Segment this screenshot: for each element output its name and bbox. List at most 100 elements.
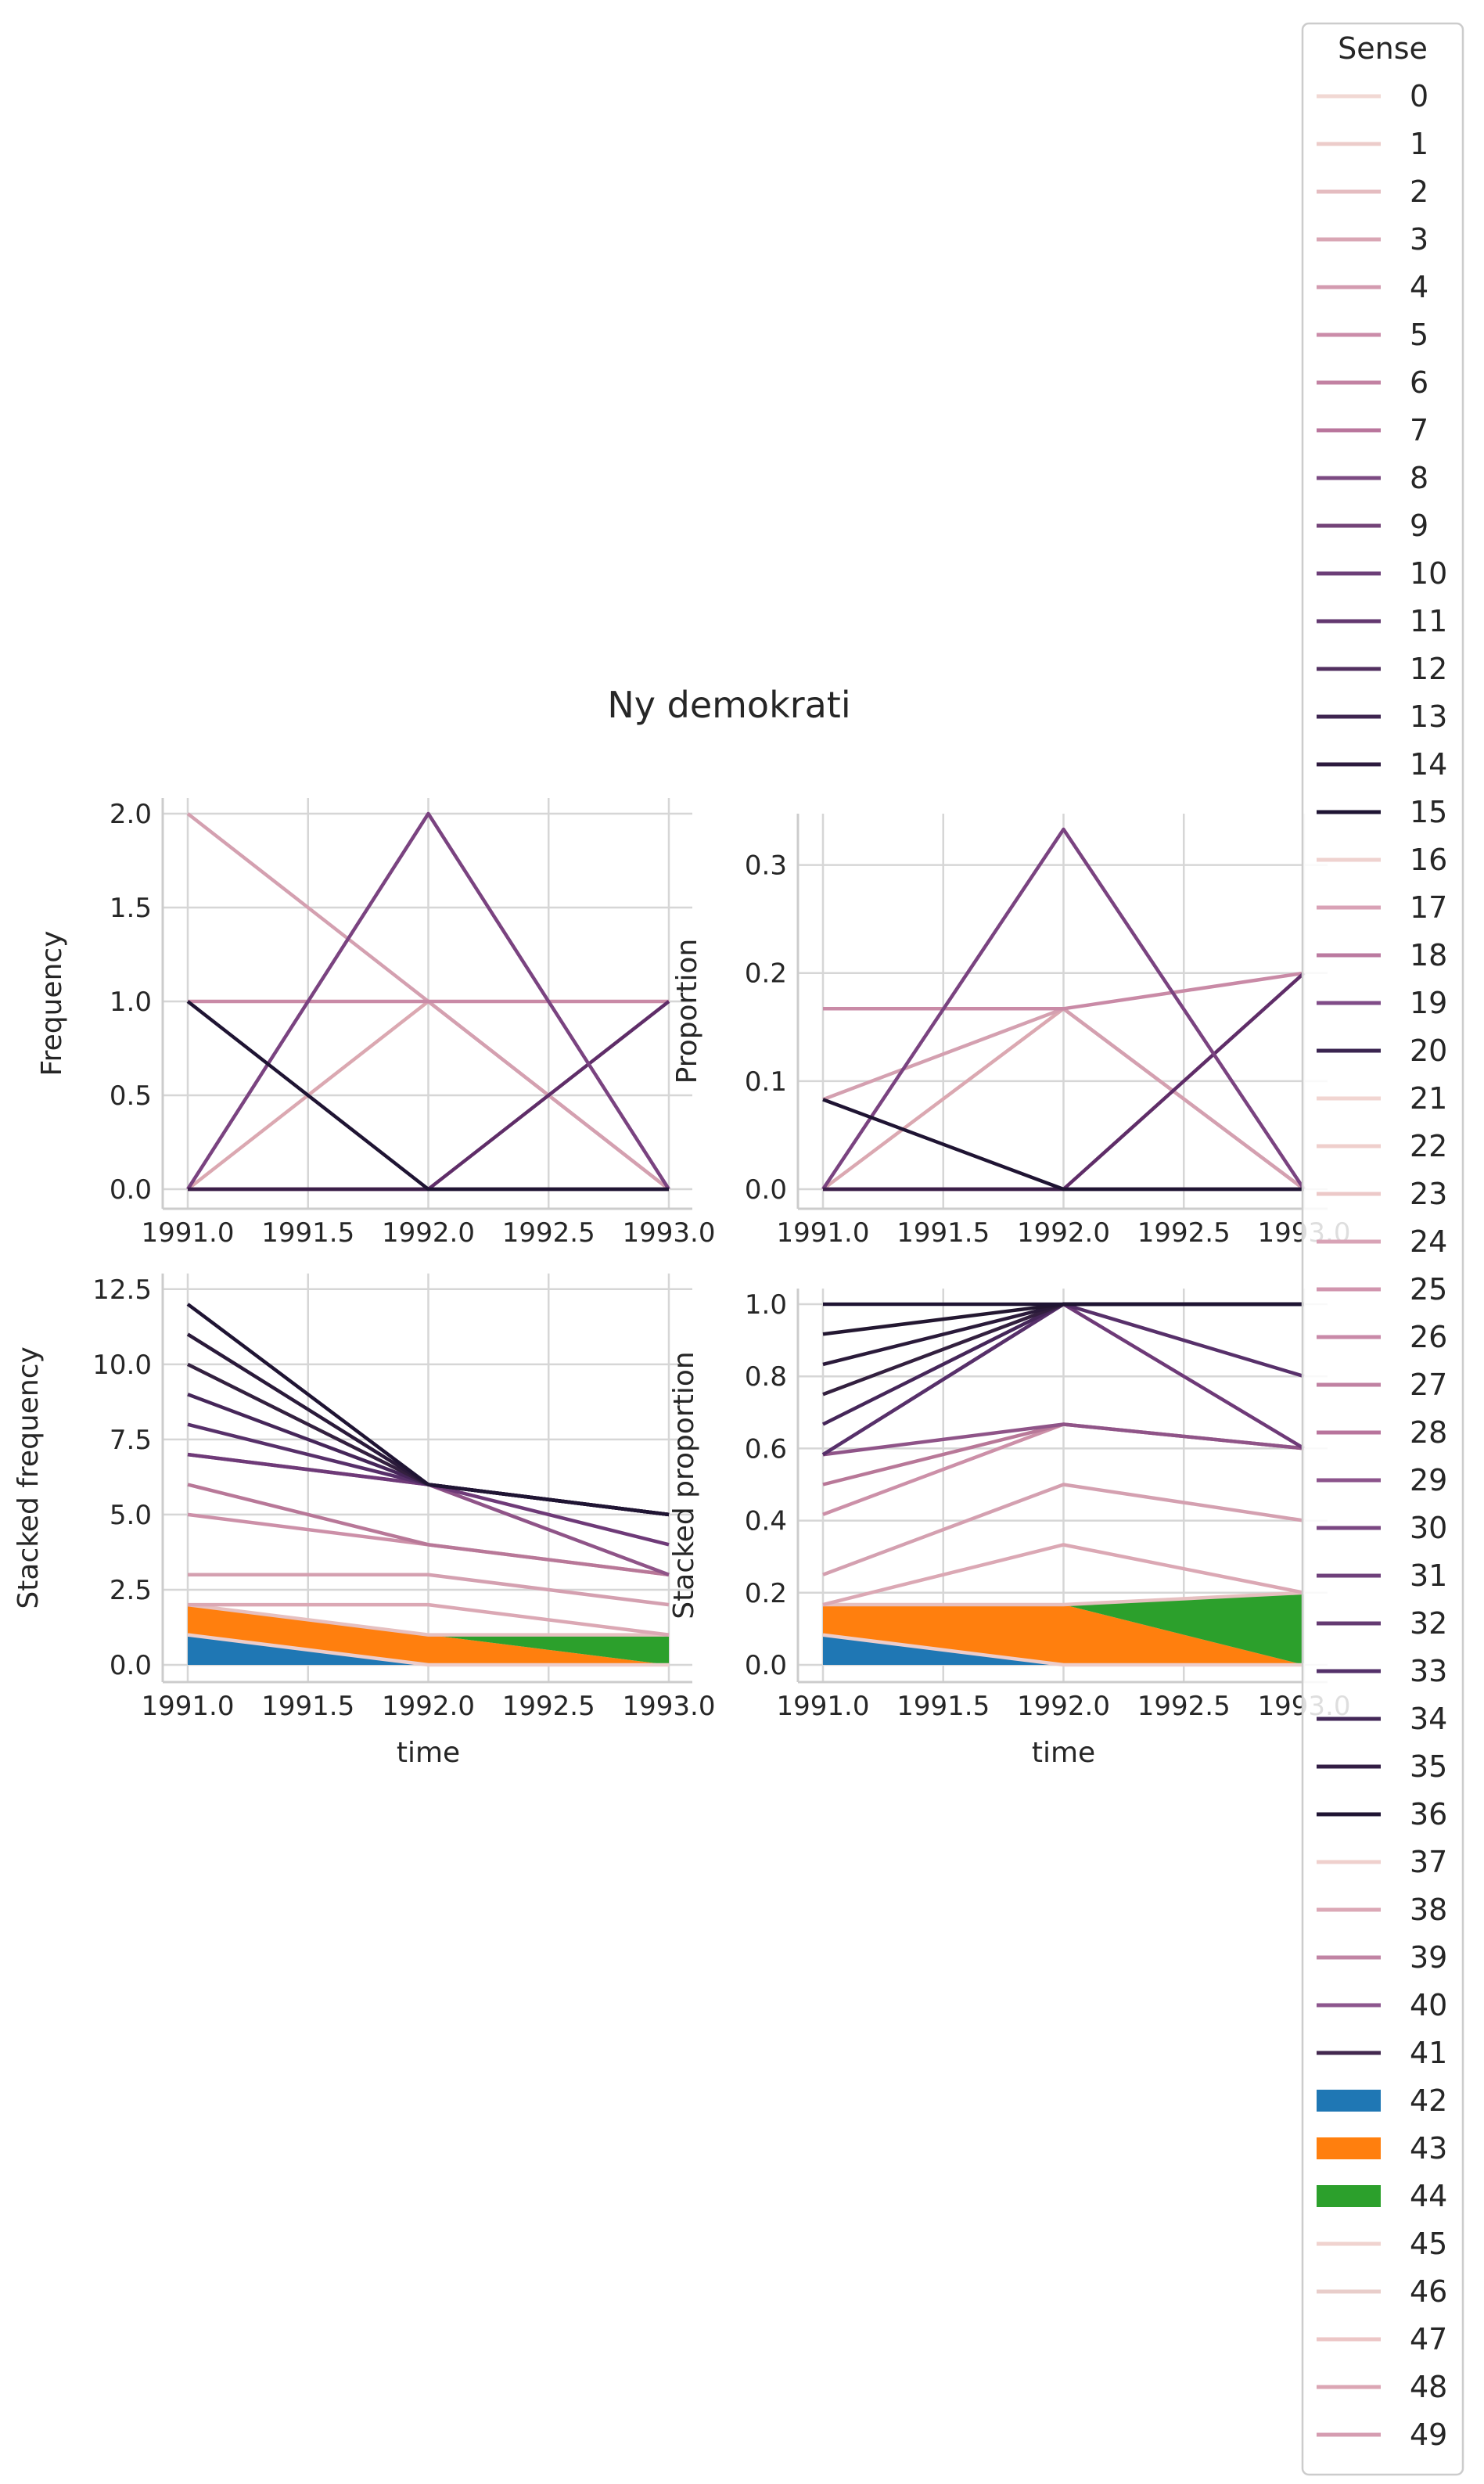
legend-label: 9: [1410, 509, 1428, 543]
y-tick-label: 0.5: [110, 1080, 152, 1112]
legend-swatch-patch: [1317, 2090, 1381, 2112]
y-tick-label: 0.0: [745, 1174, 787, 1206]
legend-label: 3: [1410, 222, 1428, 257]
legend-label: 6: [1410, 365, 1428, 400]
series-line-12: [186, 1303, 670, 1517]
y-tick-label: 0.4: [745, 1506, 787, 1537]
legend-entry-33: 33: [1317, 1654, 1447, 1688]
figure-title: Ny demokrati: [607, 684, 850, 726]
y-tick-label: 7.5: [110, 1425, 152, 1456]
y-tick-label: 1.5: [110, 893, 152, 924]
legend-entry-29: 29: [1317, 1463, 1447, 1497]
legend-label: 18: [1410, 938, 1447, 972]
legend-entry-21: 21: [1317, 1081, 1447, 1116]
legend-label: 43: [1410, 2131, 1447, 2166]
x-tick-label: 1991.0: [142, 1217, 235, 1249]
series-line-3: [823, 971, 1305, 1011]
legend-entry-46: 46: [1317, 2274, 1447, 2309]
legend-title: Sense: [1338, 31, 1428, 66]
legend-label: 23: [1410, 1177, 1447, 1211]
legend-entry-12: 12: [1317, 652, 1447, 686]
legend-label: 46: [1410, 2274, 1447, 2309]
y-tick-label: 2.5: [110, 1575, 152, 1606]
legend-label: 31: [1410, 1558, 1447, 1593]
legend-entry-36: 36: [1317, 1797, 1447, 1832]
legend-label: 45: [1410, 2227, 1447, 2261]
legend-swatch-patch: [1317, 2185, 1381, 2207]
x-tick-label: 1991.0: [777, 1217, 870, 1249]
y-tick-label: 0.0: [110, 1650, 152, 1681]
legend-label: 49: [1410, 2417, 1447, 2452]
y-tick-label: 0.6: [745, 1433, 787, 1465]
legend-entry-0: 0: [1317, 79, 1428, 113]
x-tick-label: 1992.0: [382, 1691, 475, 1722]
legend-entry-25: 25: [1317, 1272, 1447, 1307]
area-0: [823, 1634, 1304, 1665]
legend-entry-20: 20: [1317, 1034, 1447, 1068]
legend-entry-24: 24: [1317, 1224, 1447, 1259]
x-tick-label: 1993.0: [623, 1691, 716, 1722]
legend-label: 14: [1410, 747, 1447, 782]
legend-label: 33: [1410, 1654, 1447, 1688]
legend-label: 25: [1410, 1272, 1447, 1307]
legend-label: 48: [1410, 2370, 1447, 2404]
legend-entry-13: 13: [1317, 699, 1447, 734]
legend-entry-3: 3: [1317, 222, 1428, 257]
legend-label: 11: [1410, 604, 1447, 638]
area-2: [188, 1634, 669, 1665]
series-line-5: [821, 827, 1306, 1191]
y-tick-label: 0.3: [745, 850, 787, 882]
series-line-1: [823, 1591, 1305, 1607]
legend-label: 15: [1410, 795, 1447, 829]
legend-entry-14: 14: [1317, 747, 1447, 782]
x-tick-label: 1993.0: [623, 1217, 716, 1249]
legend-label: 19: [1410, 986, 1447, 1020]
legend-entry-41: 41: [1317, 2036, 1447, 2070]
legend-entry-2: 2: [1317, 174, 1428, 209]
legend-label: 22: [1410, 1129, 1447, 1163]
legend-entry-17: 17: [1317, 890, 1447, 925]
panel-top-right: 1991.01991.51992.01992.51993.00.00.10.20…: [671, 814, 1350, 1249]
legend-label: 36: [1410, 1797, 1447, 1832]
legend-entry-8: 8: [1317, 461, 1428, 495]
x-tick-label: 1992.5: [502, 1691, 595, 1722]
legend-label: 24: [1410, 1224, 1447, 1259]
panels: 1991.0 1991.5 1992.0 1992.5 1993.0 0.0 0.5 1.0 1…: [13, 798, 1350, 1769]
legend-entry-48: 48: [1317, 2370, 1447, 2404]
legend-entry-11: 11: [1317, 604, 1447, 638]
legend-label: 41: [1410, 2036, 1447, 2070]
legend-entry-31: 31: [1317, 1558, 1447, 1593]
legend-label: 16: [1410, 843, 1447, 877]
legend-label: 13: [1410, 699, 1447, 734]
panel-bottom-right: 1991.01991.51992.01992.51993.00.00.20.40…: [668, 1289, 1350, 1769]
panel-top-left: 1991.0 1991.5 1992.0 1992.5 1993.0 0.0 0.5 1.0 1…: [36, 798, 715, 1249]
legend-entry-19: 19: [1317, 986, 1447, 1020]
legend-entry-22: 22: [1317, 1129, 1447, 1163]
x-tick-label: 1992.0: [382, 1217, 475, 1249]
legend-label: 29: [1410, 1463, 1447, 1497]
series-line-6: [822, 1422, 1305, 1457]
legend-entry-15: 15: [1317, 795, 1447, 829]
series-line-3: [822, 1483, 1305, 1576]
legend-entry-27: 27: [1317, 1368, 1447, 1402]
x-axis-label: time: [1032, 1737, 1095, 1769]
series-line-0: [187, 1633, 669, 1667]
legend-entry-39: 39: [1317, 1940, 1447, 1975]
legend-label: 2: [1410, 174, 1428, 209]
panel-bottom-left: 1991.0 1991.5 1992.0 1992.5 1993.0 0.0 2.5 5.0 7…: [13, 1273, 716, 1769]
y-tick-label: 2.0: [110, 799, 152, 830]
x-axis-label: time: [397, 1737, 460, 1769]
legend-entry-16: 16: [1317, 843, 1447, 877]
legend-entry-47: 47: [1317, 2322, 1447, 2356]
legend-label: 39: [1410, 1940, 1447, 1975]
legend-label: 32: [1410, 1606, 1447, 1641]
y-tick-label: 1.0: [110, 987, 152, 1018]
legend-entry-18: 18: [1317, 938, 1447, 972]
y-axis-label: Stacked proportion: [668, 1351, 700, 1619]
legend-label: 28: [1410, 1415, 1447, 1450]
legend-swatch-patch: [1317, 2137, 1381, 2159]
legend: Sense01234567891011121314151617181920212…: [1301, 22, 1464, 2476]
legend-entry-6: 6: [1317, 365, 1428, 400]
y-tick-label: 5.0: [110, 1500, 152, 1531]
